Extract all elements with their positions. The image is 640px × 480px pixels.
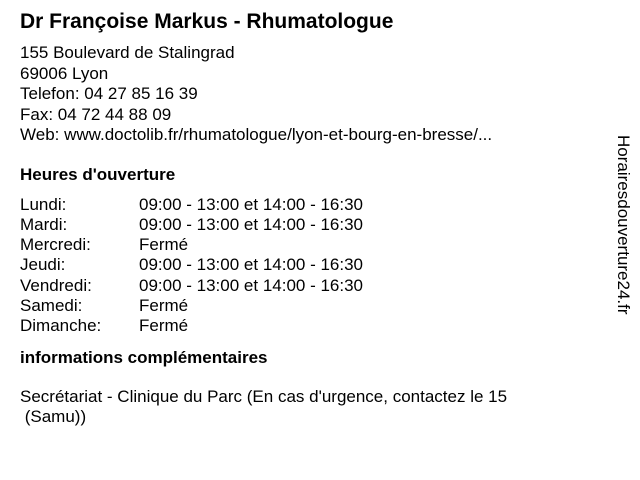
- hours-row-monday: Lundi: 09:00 - 13:00 et 14:00 - 16:30: [20, 195, 590, 215]
- practice-details: Dr Françoise Markus - Rhumatologue 155 B…: [20, 9, 590, 428]
- day-label: Jeudi:: [20, 255, 66, 275]
- day-label: Mardi:: [20, 214, 68, 234]
- day-label: Dimanche:: [20, 316, 102, 336]
- address-city: 69006 Lyon: [20, 63, 109, 83]
- day-label: Samedi:: [20, 295, 83, 315]
- hours-row-thursday: Jeudi: 09:00 - 13:00 et 14:00 - 16:30: [20, 255, 590, 275]
- info-text-line2: (Samu)): [20, 407, 87, 427]
- day-label: Lundi:: [20, 194, 67, 214]
- fax: Fax: 04 72 44 88 09: [20, 104, 172, 124]
- hours-row-wednesday: Mercredi: Fermé: [20, 235, 590, 255]
- day-label: Vendredi:: [20, 275, 92, 295]
- hours-value: Fermé: [139, 235, 189, 255]
- hours-row-tuesday: Mardi: 09:00 - 13:00 et 14:00 - 16:30: [20, 215, 590, 235]
- hours-value: 09:00 - 13:00 et 14:00 - 16:30: [139, 255, 364, 275]
- hours-value: Fermé: [139, 295, 189, 315]
- page-title: Dr Françoise Markus - Rhumatologue: [20, 10, 394, 33]
- address-street: 155 Boulevard de Stalingrad: [20, 43, 235, 62]
- hours-value: 09:00 - 13:00 et 14:00 - 16:30: [139, 214, 364, 234]
- website-link[interactable]: Web: www.doctolib.fr/rhumatologue/lyon-e…: [20, 125, 493, 144]
- info-text-line1: Secrétariat - Clinique du Parc (En cas d…: [20, 386, 508, 406]
- hours-value: Fermé: [139, 316, 189, 336]
- watermark-text: Horairesdouverture24.fr: [614, 135, 633, 315]
- info-heading: informations complémentaires: [20, 347, 268, 367]
- hours-heading: Heures d'ouverture: [20, 164, 176, 184]
- day-label: Mercredi:: [20, 235, 91, 255]
- hours-row-saturday: Samedi: Fermé: [20, 296, 590, 316]
- hours-row-sunday: Dimanche: Fermé: [20, 316, 590, 336]
- hours-value: 09:00 - 13:00 et 14:00 - 16:30: [139, 275, 364, 295]
- hours-row-friday: Vendredi: 09:00 - 13:00 et 14:00 - 16:30: [20, 276, 590, 296]
- hours-table: Lundi: 09:00 - 13:00 et 14:00 - 16:30 Mar…: [20, 195, 590, 337]
- phone: Telefon: 04 27 85 16 39: [20, 84, 198, 103]
- hours-value: 09:00 - 13:00 et 14:00 - 16:30: [139, 194, 364, 214]
